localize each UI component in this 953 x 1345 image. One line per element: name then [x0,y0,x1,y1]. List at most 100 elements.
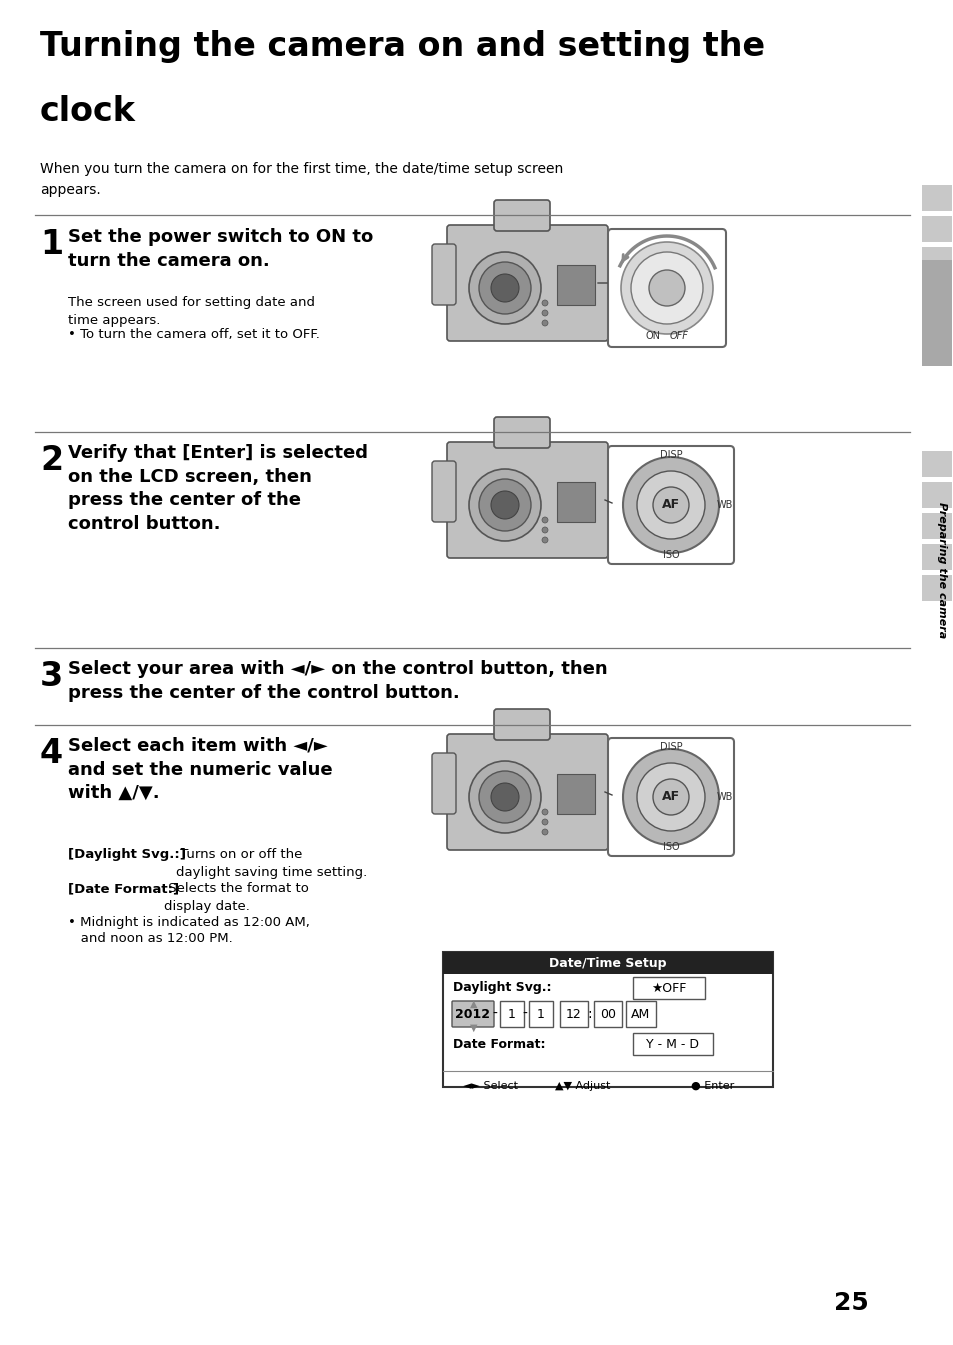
FancyBboxPatch shape [625,1001,656,1028]
Text: Select your area with ◄/► on the control button, then
press the center of the co: Select your area with ◄/► on the control… [68,660,607,702]
Text: 2012: 2012 [455,1007,490,1021]
Text: ISO: ISO [662,550,679,560]
Text: • Midnight is indicated as 12:00 AM,: • Midnight is indicated as 12:00 AM, [68,916,310,929]
Circle shape [541,537,547,543]
Text: Y - M - D: Y - M - D [646,1037,699,1050]
Circle shape [491,783,518,811]
FancyBboxPatch shape [499,1001,523,1028]
FancyBboxPatch shape [557,773,595,814]
Text: DISP: DISP [659,742,681,752]
Text: ▼: ▼ [470,1024,477,1033]
FancyBboxPatch shape [447,734,607,850]
Text: Date Format:: Date Format: [453,1037,545,1050]
Circle shape [637,763,704,831]
FancyBboxPatch shape [921,186,951,211]
FancyBboxPatch shape [432,753,456,814]
FancyBboxPatch shape [921,309,951,335]
Text: [Daylight Svg.:]: [Daylight Svg.:] [68,847,186,861]
Circle shape [541,309,547,316]
Text: The screen used for setting date and
time appears.: The screen used for setting date and tim… [68,296,314,327]
FancyBboxPatch shape [529,1001,553,1028]
FancyBboxPatch shape [557,482,595,522]
Text: When you turn the camera on for the first time, the date/time setup screen
appea: When you turn the camera on for the firs… [40,161,562,196]
FancyBboxPatch shape [921,217,951,242]
FancyBboxPatch shape [921,543,951,570]
Circle shape [541,320,547,325]
FancyBboxPatch shape [594,1001,621,1028]
FancyBboxPatch shape [432,243,456,305]
Text: 1: 1 [40,229,63,261]
Circle shape [652,779,688,815]
Text: ● Enter: ● Enter [691,1081,734,1091]
Text: ▲: ▲ [470,999,477,1009]
FancyBboxPatch shape [921,512,951,539]
Text: -: - [522,1007,527,1021]
FancyBboxPatch shape [557,265,595,305]
Text: 00: 00 [599,1007,616,1021]
Text: AF: AF [661,791,679,803]
FancyBboxPatch shape [559,1001,587,1028]
Text: Verify that [Enter] is selected
on the LCD screen, then
press the center of the
: Verify that [Enter] is selected on the L… [68,444,368,533]
Text: AM: AM [631,1007,650,1021]
Text: Selects the format to
display date.: Selects the format to display date. [164,882,309,913]
Circle shape [491,491,518,519]
Circle shape [622,457,719,553]
Text: 2: 2 [40,444,63,477]
Text: Daylight Svg.:: Daylight Svg.: [453,982,551,994]
FancyBboxPatch shape [921,451,951,477]
Circle shape [469,469,540,541]
Text: Set the power switch to ON to
turn the camera on.: Set the power switch to ON to turn the c… [68,229,373,269]
Text: ISO: ISO [662,842,679,851]
FancyBboxPatch shape [607,738,733,855]
Text: ★OFF: ★OFF [651,982,686,994]
Circle shape [541,819,547,824]
Circle shape [637,471,704,539]
Text: Turns on or off the
daylight saving time setting.: Turns on or off the daylight saving time… [175,847,367,880]
Circle shape [541,300,547,307]
Text: AF: AF [661,499,679,511]
Circle shape [630,252,702,324]
Circle shape [620,242,712,334]
FancyBboxPatch shape [494,200,550,231]
Circle shape [541,516,547,523]
FancyBboxPatch shape [494,417,550,448]
Text: 1: 1 [537,1007,544,1021]
Text: Turning the camera on and setting the: Turning the camera on and setting the [40,30,764,63]
Circle shape [541,808,547,815]
Text: WB: WB [716,500,733,510]
FancyBboxPatch shape [921,576,951,601]
Text: 12: 12 [565,1007,581,1021]
FancyBboxPatch shape [921,247,951,273]
Circle shape [622,749,719,845]
Text: Select each item with ◄/►
and set the numeric value
with ▲/▼.: Select each item with ◄/► and set the nu… [68,737,333,802]
FancyBboxPatch shape [494,709,550,740]
Text: [Date Format:]: [Date Format:] [68,882,179,894]
Circle shape [491,274,518,303]
FancyBboxPatch shape [607,229,725,347]
Circle shape [478,262,531,313]
Text: DISP: DISP [659,451,681,460]
FancyBboxPatch shape [442,952,772,974]
FancyBboxPatch shape [452,1001,494,1028]
Text: 4: 4 [40,737,63,769]
Text: • To turn the camera off, set it to OFF.: • To turn the camera off, set it to OFF. [68,328,319,342]
Text: ◄► Select: ◄► Select [462,1081,517,1091]
Text: WB: WB [716,792,733,802]
Text: Preparing the camera: Preparing the camera [936,502,946,638]
FancyBboxPatch shape [921,278,951,304]
Circle shape [652,487,688,523]
Circle shape [541,527,547,533]
Circle shape [469,252,540,324]
Text: clock: clock [40,95,135,128]
Text: 25: 25 [833,1291,868,1315]
Text: Date/Time Setup: Date/Time Setup [549,956,666,970]
FancyBboxPatch shape [442,952,772,1087]
FancyBboxPatch shape [633,976,704,999]
FancyBboxPatch shape [633,1033,712,1054]
Circle shape [541,829,547,835]
Text: -: - [492,1007,497,1021]
Text: :: : [587,1007,592,1021]
FancyBboxPatch shape [447,443,607,558]
Text: 1: 1 [508,1007,516,1021]
FancyBboxPatch shape [432,461,456,522]
